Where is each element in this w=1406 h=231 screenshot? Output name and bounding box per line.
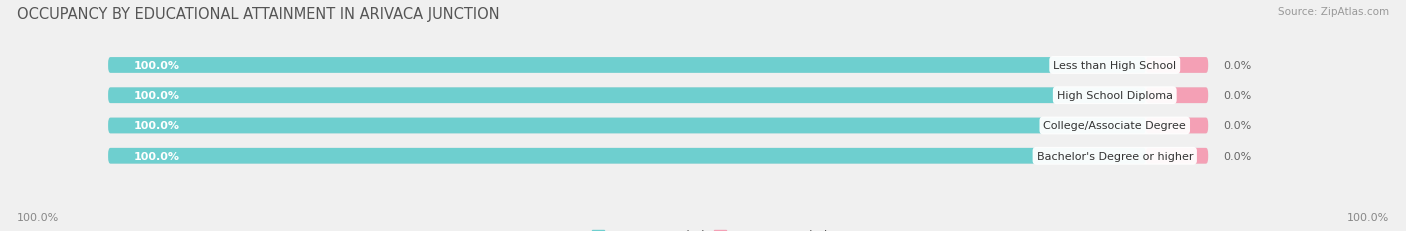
- FancyBboxPatch shape: [108, 118, 1146, 134]
- Text: 100.0%: 100.0%: [17, 212, 59, 222]
- Text: 0.0%: 0.0%: [1223, 91, 1251, 101]
- FancyBboxPatch shape: [108, 118, 1208, 134]
- Text: College/Associate Degree: College/Associate Degree: [1043, 121, 1187, 131]
- Text: 0.0%: 0.0%: [1223, 61, 1251, 71]
- Text: 0.0%: 0.0%: [1223, 121, 1251, 131]
- Text: Bachelor's Degree or higher: Bachelor's Degree or higher: [1036, 151, 1194, 161]
- Text: 100.0%: 100.0%: [134, 61, 180, 71]
- FancyBboxPatch shape: [108, 58, 1208, 73]
- Text: 100.0%: 100.0%: [134, 91, 180, 101]
- FancyBboxPatch shape: [1146, 118, 1208, 134]
- Legend: Owner-occupied, Renter-occupied: Owner-occupied, Renter-occupied: [586, 224, 834, 231]
- Text: 100.0%: 100.0%: [134, 121, 180, 131]
- FancyBboxPatch shape: [108, 58, 1146, 73]
- FancyBboxPatch shape: [1146, 148, 1208, 164]
- Text: 0.0%: 0.0%: [1223, 151, 1251, 161]
- FancyBboxPatch shape: [1146, 88, 1208, 104]
- FancyBboxPatch shape: [1146, 58, 1208, 73]
- FancyBboxPatch shape: [108, 88, 1208, 104]
- Text: Source: ZipAtlas.com: Source: ZipAtlas.com: [1278, 7, 1389, 17]
- Text: 100.0%: 100.0%: [1347, 212, 1389, 222]
- Text: High School Diploma: High School Diploma: [1057, 91, 1173, 101]
- Text: OCCUPANCY BY EDUCATIONAL ATTAINMENT IN ARIVACA JUNCTION: OCCUPANCY BY EDUCATIONAL ATTAINMENT IN A…: [17, 7, 499, 22]
- FancyBboxPatch shape: [108, 148, 1146, 164]
- FancyBboxPatch shape: [108, 148, 1208, 164]
- FancyBboxPatch shape: [108, 88, 1146, 104]
- Text: Less than High School: Less than High School: [1053, 61, 1177, 71]
- Text: 100.0%: 100.0%: [134, 151, 180, 161]
